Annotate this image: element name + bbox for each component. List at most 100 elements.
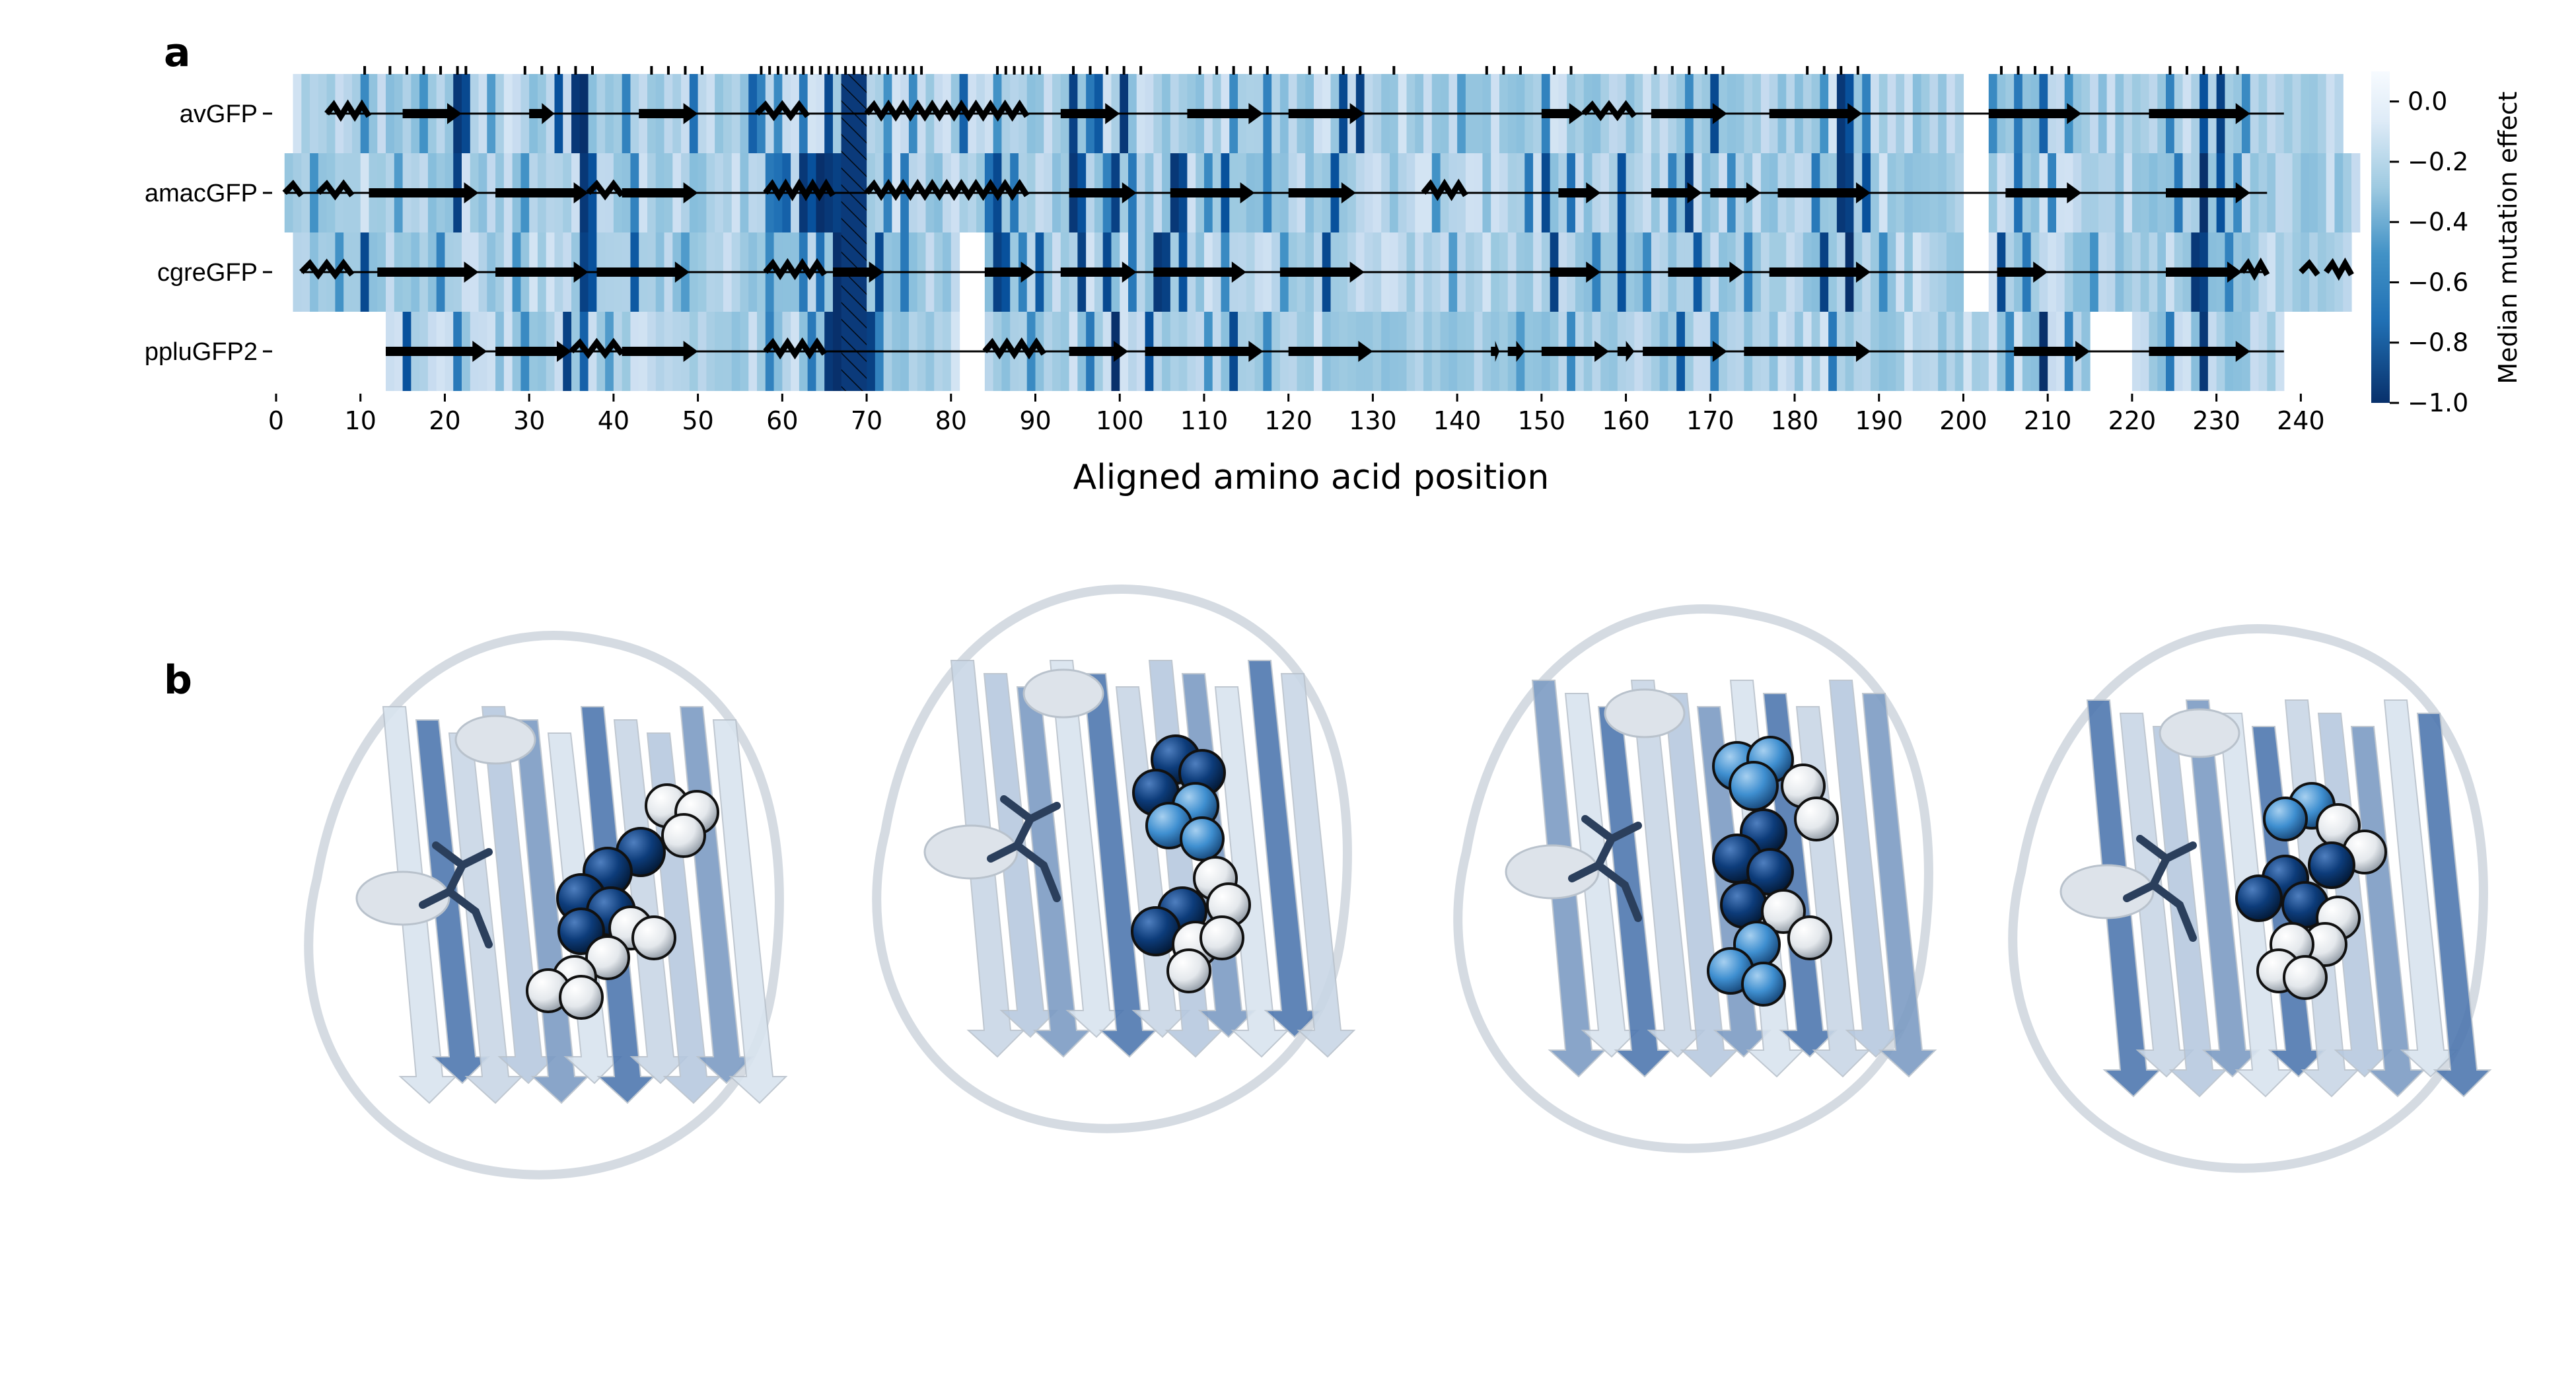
strand-arrow — [495, 341, 572, 362]
x-tick-label: 100 — [1096, 406, 1144, 435]
x-tick-label: 0 — [268, 406, 284, 435]
beta-strand — [1214, 686, 1290, 1058]
chromophore-sticks — [1568, 815, 1642, 922]
strand-arrow — [2149, 103, 2250, 124]
heatmap-cell — [2317, 74, 2327, 153]
x-tick-label: 170 — [1686, 406, 1735, 435]
x-tick-label: 110 — [1180, 406, 1229, 435]
x-tick-label: 120 — [1264, 406, 1312, 435]
beta-strand — [1115, 686, 1191, 1038]
beta-strand — [415, 719, 491, 1085]
beta-strand — [2383, 699, 2459, 1078]
contact-ticks — [363, 66, 2239, 75]
strand-arrow — [596, 262, 690, 283]
strand-arrow — [1153, 262, 1246, 283]
helix-zigzag — [763, 337, 827, 360]
helix-ribbon — [1604, 688, 1686, 738]
helix-zigzag — [2299, 259, 2320, 277]
strand-arrow — [369, 182, 479, 203]
strand-arrow — [1069, 182, 1137, 203]
row-label: amacGFP — [145, 180, 258, 207]
colorbar-tick-label: −0.2 — [2408, 147, 2468, 176]
residue-sphere — [2263, 797, 2308, 841]
x-tick-label: 220 — [2108, 406, 2157, 435]
strand-arrow — [1060, 103, 1120, 124]
strand-arrow — [495, 262, 589, 283]
gfp-structure-amacgfp-icon — [872, 585, 1356, 1133]
strand-arrow — [402, 103, 462, 124]
strand-arrow — [1541, 103, 1584, 124]
beta-strand — [2119, 713, 2195, 1078]
beta-strand — [448, 732, 524, 1104]
helix-ribbon — [2059, 864, 2155, 919]
strand-arrow — [2005, 182, 2082, 203]
strand-arrow — [1507, 341, 1525, 362]
heatmap-cell — [2351, 153, 2361, 232]
strand-arrow — [639, 103, 698, 124]
heatmap-cell — [2292, 74, 2301, 153]
strand-arrow — [1069, 341, 1129, 362]
heatmap-cell — [2309, 153, 2318, 232]
x-tick-label: 20 — [429, 406, 460, 435]
x-tick-label: 190 — [1855, 406, 1903, 435]
x-axis-title: Aligned amino acid position — [1073, 458, 1550, 497]
row-label: ppluGFP2 — [145, 338, 258, 366]
strand-arrow — [1668, 262, 1744, 283]
strand-arrow — [377, 262, 479, 283]
strand-arrow — [1279, 262, 1365, 283]
strand-arrow — [1491, 341, 1499, 362]
residue-sphere — [1741, 962, 1786, 1007]
x-tick-label: 130 — [1349, 406, 1397, 435]
heatmap-cell — [2343, 153, 2352, 232]
x-tick-label: 60 — [766, 406, 798, 435]
beta-strand — [1630, 680, 1706, 1058]
helix-ribbon — [1022, 668, 1104, 719]
beta-strand — [1280, 673, 1356, 1058]
residue-sphere — [1794, 797, 1839, 841]
heatmap-cell — [2301, 153, 2310, 232]
helix-zigzag — [316, 179, 355, 201]
beta-strand — [613, 719, 689, 1085]
beta-strand — [983, 673, 1059, 1038]
x-axis: 0 10 20 30 40 50 60 70 80 90 100 110 120 130 140 150 160… — [268, 394, 2325, 435]
beta-strand — [1247, 660, 1323, 1038]
residue-sphere — [2283, 955, 2328, 1000]
gfp-structure-avgfp-icon — [304, 631, 788, 1180]
strand-arrow — [1651, 103, 1727, 124]
strand-arrow — [1997, 262, 2048, 283]
residue-sphere — [559, 975, 604, 1020]
strand-arrow — [2149, 341, 2250, 362]
beta-strand — [514, 719, 590, 1104]
residue-sphere — [1166, 948, 1211, 993]
x-tick-label: 150 — [1518, 406, 1566, 435]
secondary-structure-ppluGFP2 — [386, 337, 2284, 362]
strand-arrow — [1769, 262, 1871, 283]
strand-arrow — [1060, 262, 1137, 283]
strand-arrow — [1744, 341, 1871, 362]
heatmap-cell — [2309, 74, 2318, 153]
heatmap-cell — [2326, 153, 2336, 232]
strand-arrow — [1651, 182, 1702, 203]
x-tick-label: 10 — [345, 406, 376, 435]
heatmap-cell — [2292, 232, 2301, 312]
beta-strand — [481, 706, 557, 1085]
heatmap-cell — [293, 232, 302, 312]
x-tick-label: 210 — [2024, 406, 2072, 435]
strand-arrow — [1769, 103, 1863, 124]
helix-ribbon — [355, 871, 450, 926]
heatmap-cell — [2283, 153, 2293, 232]
residue-sphere — [1720, 881, 1768, 929]
strand-arrow — [984, 262, 1036, 283]
x-tick-label: 70 — [851, 406, 882, 435]
loop-ribbon — [1453, 604, 1933, 1153]
row-label: cgreGFP — [157, 259, 258, 287]
helix-ribbon — [2159, 708, 2240, 758]
residue-sphere — [1729, 761, 1779, 811]
beta-strand — [1016, 686, 1092, 1058]
secondary-structure-amacGFP — [282, 178, 2268, 203]
helix-zigzag — [2239, 257, 2270, 281]
strand-arrow — [386, 341, 487, 362]
residue-sphere — [585, 935, 630, 980]
helix-zigzag — [754, 100, 810, 122]
strand-arrow — [529, 103, 555, 124]
